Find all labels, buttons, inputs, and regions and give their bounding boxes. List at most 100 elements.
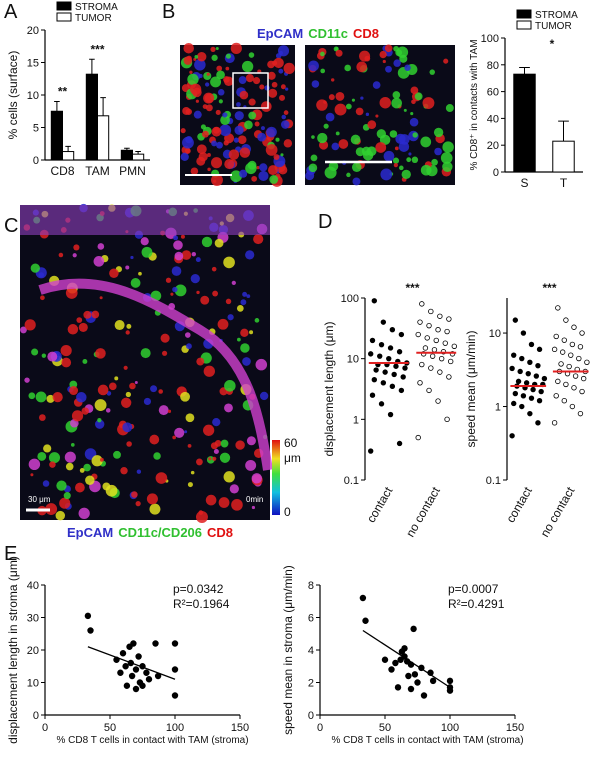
cell [224,159,235,170]
cell [120,467,128,475]
cell [258,170,269,182]
cell [217,318,229,330]
cell [350,134,361,145]
cell [383,150,395,162]
cell [414,92,423,101]
cell [218,497,230,508]
dot [523,380,530,386]
annotation: R²=0.4291 [448,597,505,611]
dot [571,385,577,391]
panel-label: A [4,1,18,23]
cell [99,457,104,462]
cell [131,491,138,498]
cell [121,397,132,408]
cell [201,130,209,138]
channel-label: CD11c [308,26,348,41]
y-axis-label: speed mean in stroma (μm/min) [281,565,295,735]
cell [167,409,172,413]
cell [190,274,200,284]
cell [83,463,91,472]
cell [420,136,432,148]
cell [125,330,130,335]
point [87,627,94,634]
cell [278,165,288,175]
cell [78,507,90,519]
cell [278,68,284,74]
cell [248,111,257,120]
x-tick-label: 0 [42,722,48,734]
cell [184,148,191,154]
cell [344,64,352,72]
cell [196,51,207,62]
cell [395,133,406,145]
cell [210,157,223,169]
cell [24,377,30,383]
dot [527,359,533,365]
cell [283,62,295,75]
dot [371,298,378,304]
dot [389,383,396,390]
dot [426,387,432,394]
error-bar [100,97,106,116]
cell [42,480,50,487]
y-axis-label: speed mean (μm/min) [464,331,478,448]
y-tick-label: 60 [487,87,499,99]
point [84,612,92,620]
point [171,692,179,699]
annotation: R²=0.1964 [173,597,230,611]
cell [278,50,284,56]
cell [190,470,195,475]
cell [412,132,418,138]
significance: *** [90,42,104,56]
cell [95,419,105,429]
cell [267,165,278,176]
cell [408,152,412,156]
x-tick-label: contact [364,484,396,525]
dot [511,400,517,407]
panel-label: D [318,211,332,233]
point [152,640,159,647]
cell [207,167,211,172]
cell [183,56,193,65]
colorbar-min: 0 [284,505,291,519]
cell [82,359,88,364]
x-tick-label: 150 [231,722,249,734]
cell [245,162,257,175]
cell [174,284,187,297]
cell [149,503,161,515]
cell [125,391,132,398]
cell [331,142,340,151]
cell [193,110,202,119]
point [411,671,419,678]
cell [46,394,55,403]
cell [48,452,61,464]
channel-label: CD8 [207,525,233,540]
cell [211,266,217,272]
cell [241,60,254,73]
dot [435,398,441,404]
dot [380,380,387,386]
cell [198,152,208,162]
dot [447,358,454,365]
cell [265,144,278,156]
cell [234,111,244,121]
x-tick-label: 50 [379,722,391,734]
cell [184,332,191,338]
cell [40,295,45,301]
dot [369,392,376,398]
cell [236,305,244,312]
dot [538,388,544,395]
cell [260,101,272,112]
cell [81,407,89,415]
dot [368,448,374,454]
cell [211,140,218,147]
point [117,669,124,676]
cell [280,120,290,129]
cell [379,50,387,59]
cell [140,237,149,246]
cell [183,42,194,54]
dot [419,361,425,368]
cell [231,280,236,286]
y-tick-label: 1 [353,414,359,426]
legend-label: TUMOR [535,21,572,32]
